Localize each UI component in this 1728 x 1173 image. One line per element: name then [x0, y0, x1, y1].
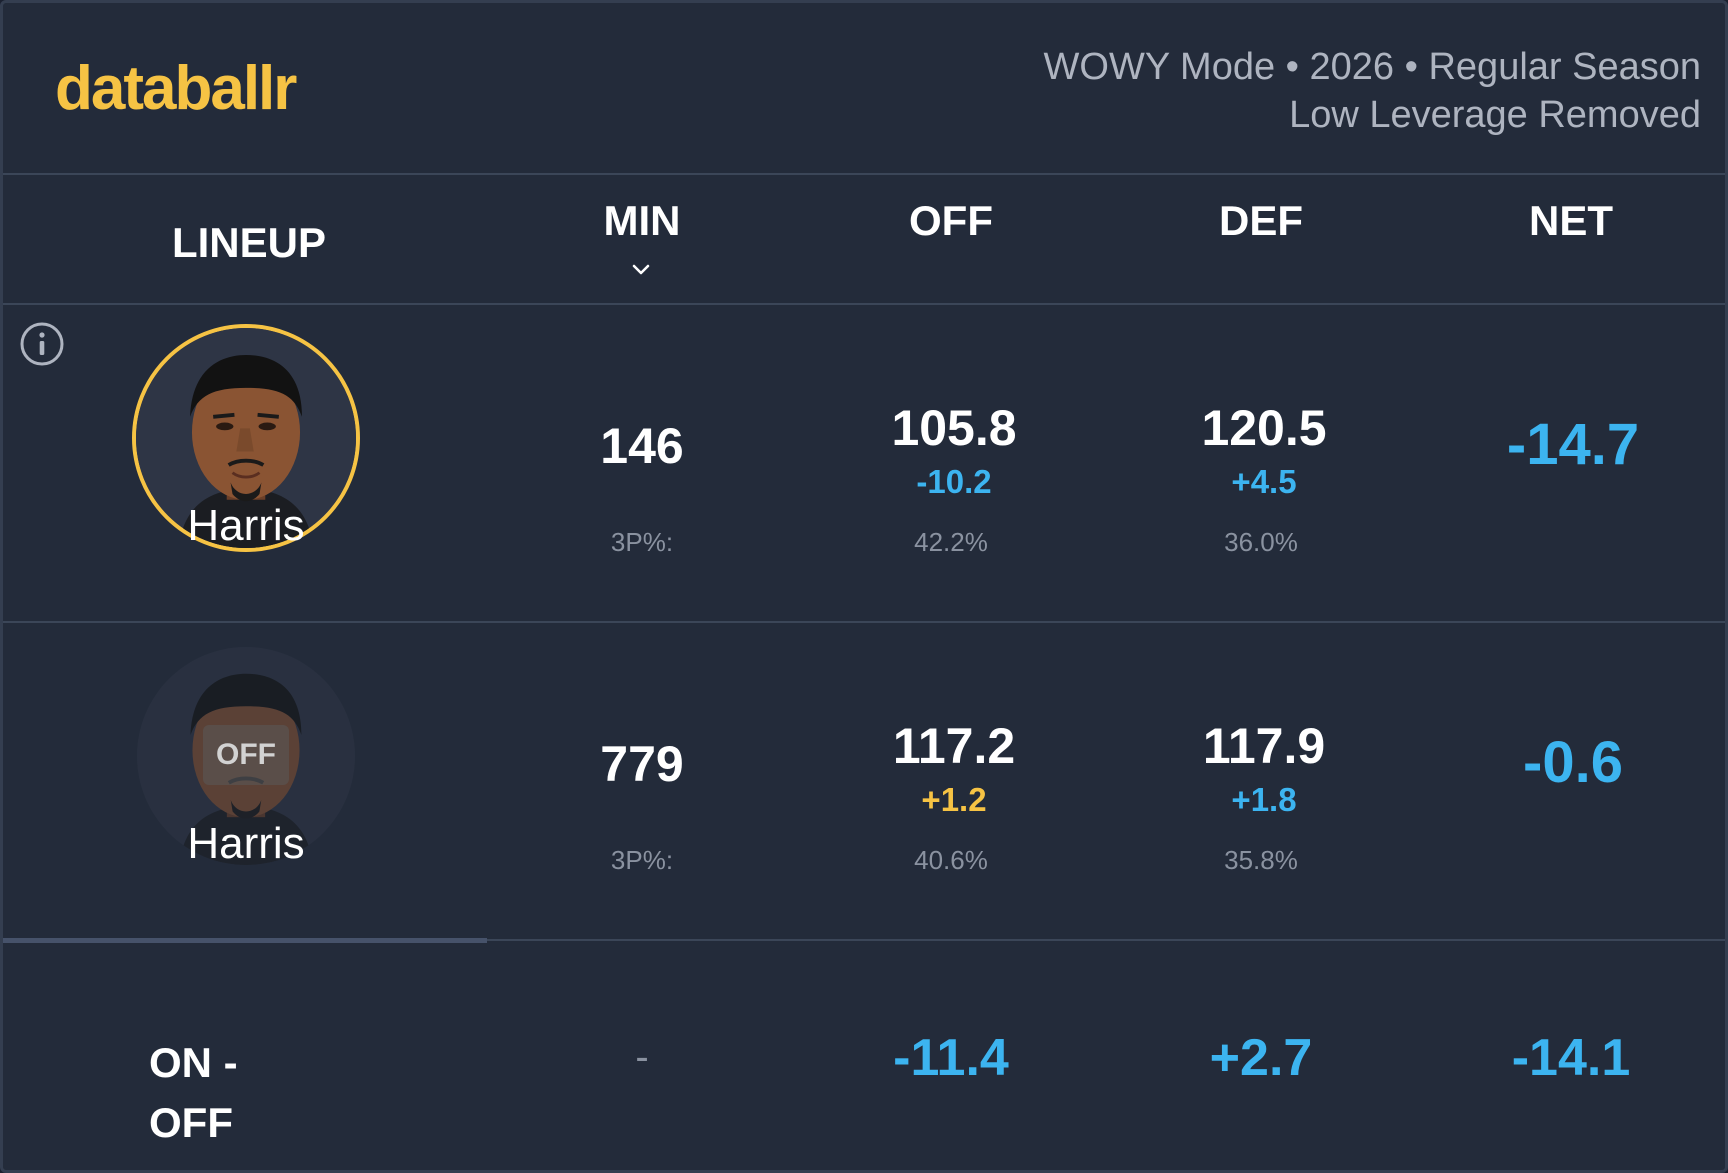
player-headshot-icon: [136, 328, 356, 548]
three-point-label: 3P%:: [610, 845, 674, 875]
off-three-point-pct: 42.2%: [914, 527, 988, 557]
player-avatar[interactable]: [132, 324, 360, 552]
def-three-point-pct: 36.0%: [1224, 527, 1298, 557]
off-three-point-pct: 40.6%: [914, 845, 988, 875]
on-off-off-diff: -11.4: [893, 1029, 1009, 1087]
def-rating-value: 117.9: [1202, 718, 1326, 774]
info-icon[interactable]: [19, 321, 65, 367]
three-point-label: 3P%:: [610, 527, 674, 557]
player-name: Harris: [187, 819, 305, 868]
mode-description: WOWY Mode • 2026 • Regular Season Low Le…: [1044, 43, 1701, 139]
column-header-lineup[interactable]: LINEUP: [171, 219, 326, 266]
lineup-row-off: OFF Harris 779 3P%: 117.2 +1.2 40.6% 117…: [3, 623, 1725, 941]
chevron-down-icon[interactable]: [632, 261, 650, 279]
on-off-def-diff: +2.7: [1209, 1029, 1313, 1087]
column-header-off[interactable]: OFF: [909, 197, 993, 244]
row-divider: [3, 939, 1725, 941]
net-rating-value: -14.7: [1506, 412, 1640, 477]
row-divider-highlight: [3, 938, 487, 943]
minutes-value: 779: [600, 736, 684, 792]
mode-line-2: Low Leverage Removed: [1289, 94, 1701, 136]
on-off-label-line-1: ON -: [149, 1039, 238, 1086]
card-header: databallr WOWY Mode • 2026 • Regular Sea…: [3, 3, 1725, 175]
off-rating-value: 117.2: [892, 718, 1016, 774]
lineup-row-on: Harris 146 3P%: 105.8 -10.2 42.2% 120.5 …: [3, 305, 1725, 623]
net-rating-value: -0.6: [1523, 730, 1623, 795]
off-badge: OFF: [203, 725, 289, 785]
off-rating-diff: +1.2: [921, 781, 987, 818]
def-rating-value: 120.5: [1201, 400, 1327, 456]
def-three-point-pct: 35.8%: [1224, 845, 1298, 875]
on-off-minutes: -: [635, 1035, 649, 1079]
minutes-value: 146: [600, 418, 684, 474]
on-off-net-diff: -14.1: [1511, 1029, 1631, 1087]
column-header-def[interactable]: DEF: [1219, 197, 1303, 244]
player-name: Harris: [187, 501, 305, 550]
column-headers: LINEUP MIN OFF DEF NET: [3, 175, 1725, 305]
off-rating-value: 105.8: [891, 400, 1017, 456]
off-rating-diff: -10.2: [916, 463, 992, 500]
def-rating-diff: +4.5: [1231, 463, 1297, 500]
on-off-label-line-2: OFF: [149, 1099, 233, 1146]
column-header-min[interactable]: MIN: [603, 197, 681, 244]
column-header-net[interactable]: NET: [1529, 197, 1613, 244]
on-off-label: ON - OFF: [149, 1033, 238, 1153]
databallr-logo[interactable]: databallr: [55, 54, 297, 123]
def-rating-diff: +1.8: [1231, 781, 1297, 818]
mode-line-1: WOWY Mode • 2026 • Regular Season: [1043, 46, 1701, 88]
